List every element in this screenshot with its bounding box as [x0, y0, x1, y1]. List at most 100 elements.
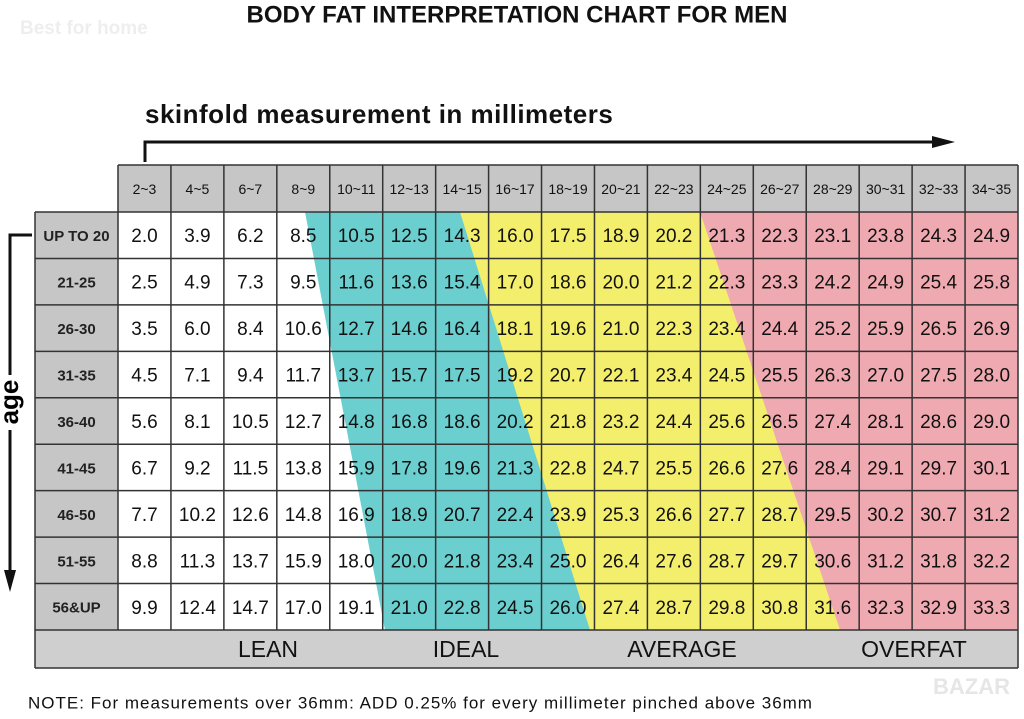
cell-value: 18.6 — [444, 412, 481, 433]
cell-value: 15.9 — [338, 458, 375, 479]
cell-value: 31.6 — [814, 598, 851, 619]
column-header: 32~33 — [919, 181, 959, 197]
title: BODY FAT INTERPRETATION CHART FOR MEN — [247, 1, 788, 28]
table: 2~3 4~5 6~7 8~9 10~11 12~13 14~15 16~17 18~19 20~… — [34, 164, 1019, 669]
cell-value: 27.0 — [867, 366, 904, 387]
cell-value: 6.2 — [237, 226, 263, 247]
cell-value: 7.7 — [131, 505, 157, 526]
cell-value: 7.3 — [237, 273, 263, 294]
cell-value: 15.4 — [444, 273, 481, 294]
column-header: 24~25 — [707, 181, 747, 197]
y-arrow — [8, 233, 32, 575]
cell-value: 28.0 — [973, 366, 1010, 387]
cell-value: 25.9 — [867, 319, 904, 340]
column-header: 34~35 — [972, 181, 1012, 197]
cell-value: 16.0 — [497, 226, 534, 247]
row-label: 31-35 — [57, 368, 95, 385]
cell-value: 20.7 — [444, 505, 481, 526]
cell-value: 12.6 — [232, 505, 269, 526]
column-header: 12~13 — [390, 181, 430, 197]
cell-value: 23.3 — [761, 273, 798, 294]
cell-value: 26.6 — [708, 458, 745, 479]
cell-value: 32.3 — [867, 598, 904, 619]
cell-value: 24.2 — [814, 273, 851, 294]
row-label: 46-50 — [57, 507, 95, 524]
cell-value: 19.6 — [444, 458, 481, 479]
cell-value: 23.4 — [655, 366, 692, 387]
cell-value: 2.5 — [131, 273, 157, 294]
zone-bg — [35, 630, 1018, 668]
y-axis-label: age — [0, 380, 24, 425]
cell-value: 20.2 — [655, 226, 692, 247]
cell-value: 20.7 — [550, 366, 587, 387]
row-label: 26-30 — [57, 321, 95, 338]
row-label: 36-40 — [57, 414, 95, 431]
cell-value: 13.8 — [285, 458, 322, 479]
cell-value: 14.7 — [232, 598, 269, 619]
cell-value: 23.4 — [497, 551, 534, 572]
cell-value: 30.7 — [920, 505, 957, 526]
cell-value: 21.8 — [550, 412, 587, 433]
column-header: 16~17 — [495, 181, 535, 197]
column-header: 10~11 — [337, 181, 375, 197]
cell-value: 23.9 — [550, 505, 587, 526]
cell-value: 21.0 — [602, 319, 639, 340]
cell-value: 17.0 — [497, 273, 534, 294]
note: NOTE: For measurements over 36mm: ADD 0.… — [28, 693, 813, 712]
column-header: 8~9 — [291, 181, 315, 197]
cell-value: 12.7 — [338, 319, 375, 340]
cell-value: 25.3 — [602, 505, 639, 526]
cell-value: 20.2 — [497, 412, 534, 433]
zone-label: IDEAL — [433, 636, 500, 662]
cell-value: 29.7 — [761, 551, 798, 572]
cell-value: 8.8 — [131, 551, 157, 572]
column-header: 20~21 — [601, 181, 641, 197]
cell-value: 20.0 — [602, 273, 639, 294]
cell-value: 12.5 — [391, 226, 428, 247]
x-axis-label: skinfold measurement in millimeters — [145, 99, 613, 129]
cell-value: 19.6 — [550, 319, 587, 340]
row-label: 51-55 — [57, 553, 95, 570]
cell-value: 22.8 — [550, 458, 587, 479]
cell-value: 10.2 — [179, 505, 216, 526]
cell-value: 14.6 — [391, 319, 428, 340]
cell-value: 24.9 — [867, 273, 904, 294]
cell-value: 27.5 — [920, 366, 957, 387]
cell-value: 22.1 — [602, 366, 639, 387]
cell-value: 2.0 — [131, 226, 157, 247]
cell-value: 13.7 — [338, 366, 375, 387]
cell-value: 6.0 — [184, 319, 210, 340]
cell-value: 25.5 — [761, 366, 798, 387]
zone-label: LEAN — [238, 636, 298, 662]
cell-value: 28.1 — [867, 412, 904, 433]
cell-value: 22.3 — [708, 273, 745, 294]
cell-value: 9.9 — [131, 598, 157, 619]
row-label: 41-45 — [57, 460, 95, 477]
cell-value: 4.9 — [184, 273, 210, 294]
cell-value: 30.1 — [973, 458, 1010, 479]
cell-value: 18.1 — [497, 319, 534, 340]
column-header: 18~19 — [548, 181, 588, 197]
cell-value: 26.3 — [814, 366, 851, 387]
cell-value: 26.6 — [655, 505, 692, 526]
watermark-2: BAZAR — [933, 674, 1010, 699]
column-header: 30~31 — [866, 181, 906, 197]
cell-value: 11.3 — [180, 551, 216, 572]
cell-value: 27.4 — [602, 598, 639, 619]
cell-value: 25.8 — [973, 273, 1010, 294]
cell-value: 8.1 — [184, 412, 210, 433]
cell-value: 29.7 — [920, 458, 957, 479]
cell-value: 12.7 — [285, 412, 322, 433]
x-arrow — [143, 140, 940, 162]
row-label: 21-25 — [57, 275, 95, 292]
cell-value: 5.6 — [131, 412, 157, 433]
cell-value: 26.9 — [973, 319, 1010, 340]
cell-value: 14.8 — [338, 412, 375, 433]
column-header: 14~15 — [442, 181, 482, 197]
cell-value: 28.7 — [655, 598, 692, 619]
cell-value: 28.4 — [814, 458, 851, 479]
cell-value: 32.2 — [973, 551, 1010, 572]
cell-value: 27.6 — [761, 458, 798, 479]
cell-value: 10.6 — [285, 319, 322, 340]
